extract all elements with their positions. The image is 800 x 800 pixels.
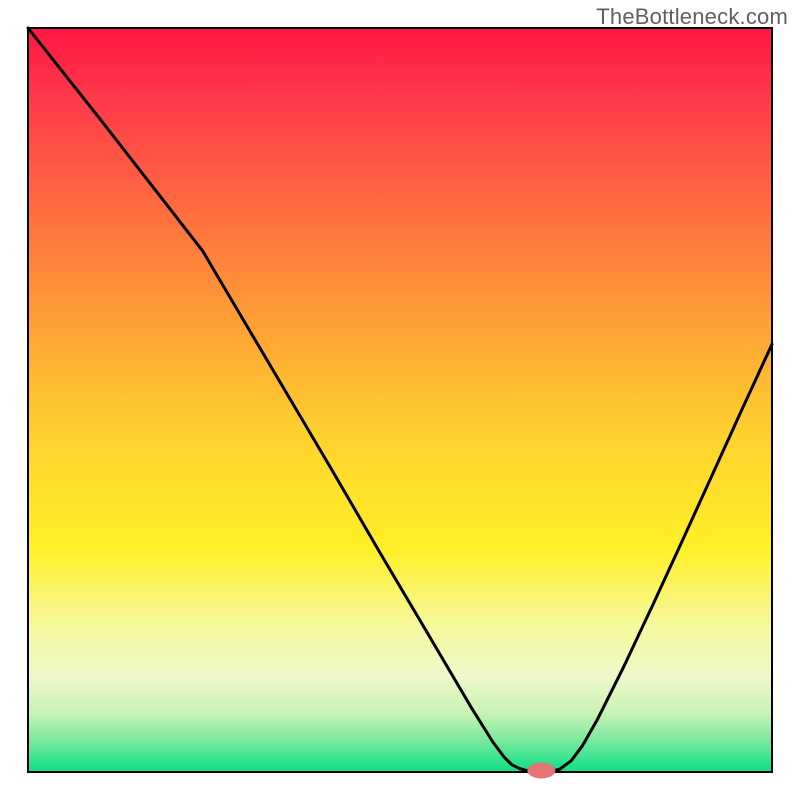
- plot-background: [28, 28, 772, 772]
- chart-svg: [0, 0, 800, 800]
- optimal-marker: [527, 763, 555, 779]
- watermark-text: TheBottleneck.com: [596, 4, 788, 30]
- bottleneck-chart: TheBottleneck.com: [0, 0, 800, 800]
